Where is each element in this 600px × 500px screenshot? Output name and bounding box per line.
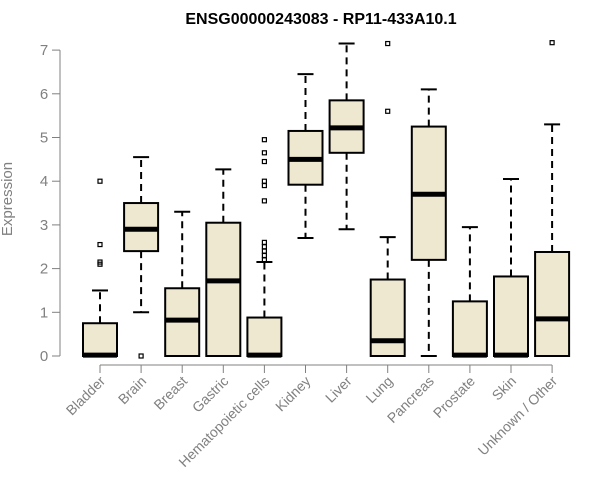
chart-title: ENSG00000243083 - RP11-433A10.1: [185, 11, 456, 28]
box-hematopoietic-cells: [246, 137, 283, 358]
outlier-point: [261, 239, 267, 245]
box-body: [205, 221, 242, 357]
y-tick-label: 0: [40, 348, 48, 365]
x-tick-label: Brain: [115, 373, 149, 407]
box-kidney: [287, 73, 324, 240]
box-body: [369, 278, 406, 357]
outlier-point: [261, 182, 267, 189]
y-axis-label: Expression: [0, 162, 16, 236]
box-unknown-other: [534, 40, 571, 357]
outlier-point: [261, 158, 267, 165]
x-tick-label: Liver: [322, 373, 355, 406]
x-tick-label: Lung: [362, 373, 395, 406]
y-tick-label: 7: [40, 42, 48, 59]
y-axis: 0 1 2 3 4 5 6 7: [40, 42, 61, 365]
outlier-point: [97, 178, 103, 184]
y-tick-label: 6: [40, 86, 48, 103]
box-body: [534, 250, 571, 357]
y-tick-label: 1: [40, 304, 48, 321]
y-tick-label: 4: [40, 173, 48, 190]
outlier-point: [261, 150, 267, 156]
y-tick-label: 5: [40, 130, 48, 147]
y-tick-label: 2: [40, 261, 48, 278]
x-tick-label: Skin: [489, 373, 520, 404]
box-brain: [123, 156, 160, 359]
x-tick-label: Bladder: [63, 373, 109, 419]
box-breast: [164, 210, 201, 358]
box-lung: [369, 40, 406, 357]
box-pancreas: [410, 88, 447, 357]
outlier-point: [549, 40, 555, 46]
box-body: [451, 300, 488, 357]
box-liver: [328, 42, 365, 231]
y-tick-label: 3: [40, 217, 48, 234]
outlier-point: [97, 259, 103, 265]
outlier-point: [261, 252, 267, 259]
outlier-point: [261, 178, 267, 184]
x-tick-label: Prostate: [430, 373, 478, 421]
box-body: [493, 275, 529, 357]
box-gastric: [205, 168, 242, 357]
box-prostate: [451, 226, 488, 358]
outlier-point: [261, 248, 267, 254]
box-skin: [493, 178, 529, 358]
outlier-point: [97, 241, 103, 248]
x-tick-label: Breast: [150, 373, 190, 413]
outlier-point: [261, 137, 267, 143]
outlier-point: [138, 353, 144, 359]
outlier-point: [261, 198, 267, 204]
box-bladder: [82, 178, 118, 358]
outlier-point: [385, 108, 391, 114]
outlier-point: [261, 244, 267, 250]
box-body: [246, 316, 283, 358]
box-body: [82, 322, 118, 358]
boxes: [82, 40, 571, 359]
x-tick-label: Kidney: [272, 373, 314, 415]
outlier-point: [385, 40, 391, 47]
